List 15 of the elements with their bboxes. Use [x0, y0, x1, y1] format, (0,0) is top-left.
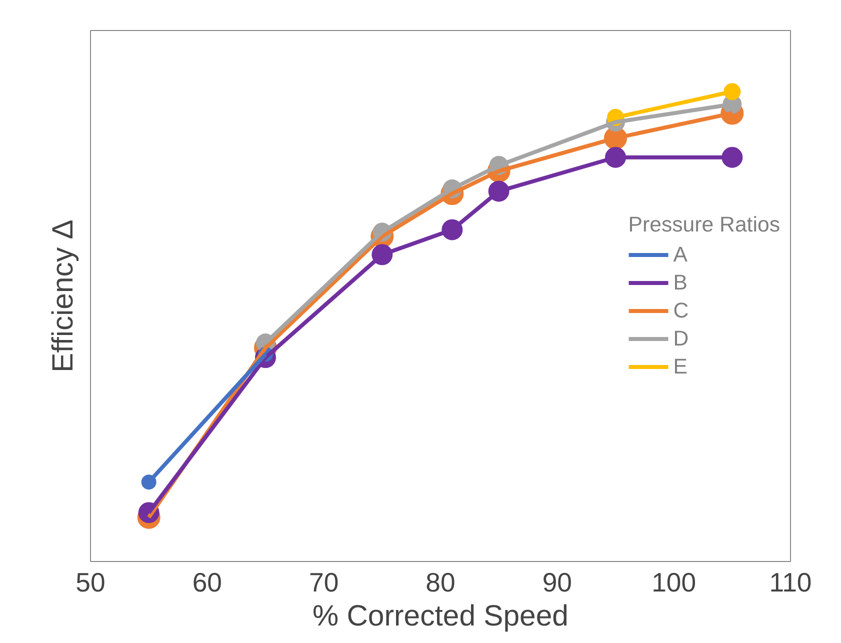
legend-label: B [673, 270, 688, 295]
legend-label: A [673, 242, 688, 267]
x-tick-label: 70 [309, 568, 339, 598]
x-tick-label: 100 [652, 568, 696, 598]
legend-label: D [673, 326, 690, 351]
x-tick-label: 60 [192, 568, 222, 598]
x-axis-title: % Corrected Speed [312, 600, 568, 632]
x-tick-label: 80 [426, 568, 456, 598]
y-axis-title: Efficiency Δ [46, 220, 80, 372]
legend-label: E [673, 354, 688, 379]
legend-label: C [673, 298, 690, 323]
x-tick-label: 110 [769, 568, 812, 598]
x-tick-label: 90 [542, 568, 572, 598]
legend-title: Pressure Ratios [628, 212, 780, 237]
x-tick-label: 50 [76, 568, 106, 598]
